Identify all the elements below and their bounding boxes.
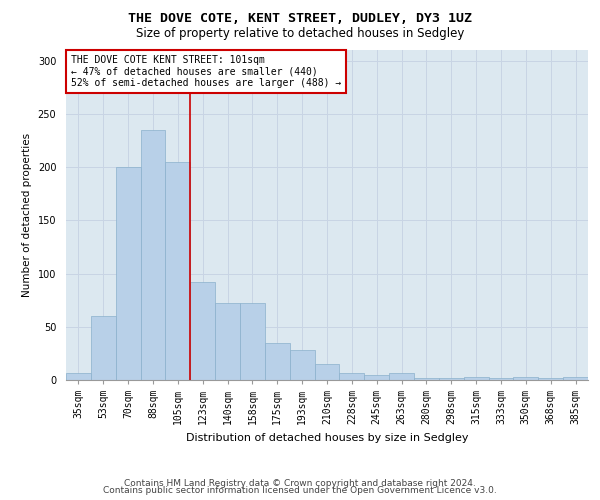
Bar bbox=[514, 377, 538, 380]
Bar bbox=[563, 377, 588, 380]
Bar bbox=[314, 364, 340, 380]
Bar bbox=[190, 282, 215, 380]
Bar bbox=[464, 377, 488, 380]
Text: THE DOVE COTE, KENT STREET, DUDLEY, DY3 1UZ: THE DOVE COTE, KENT STREET, DUDLEY, DY3 … bbox=[128, 12, 472, 26]
Bar bbox=[140, 130, 166, 380]
Bar bbox=[414, 378, 439, 380]
Y-axis label: Number of detached properties: Number of detached properties bbox=[22, 133, 32, 297]
Text: THE DOVE COTE KENT STREET: 101sqm
← 47% of detached houses are smaller (440)
52%: THE DOVE COTE KENT STREET: 101sqm ← 47% … bbox=[71, 55, 341, 88]
Bar bbox=[166, 162, 190, 380]
Bar bbox=[116, 167, 140, 380]
Bar bbox=[538, 378, 563, 380]
Bar bbox=[439, 378, 464, 380]
Bar bbox=[265, 342, 290, 380]
Text: Size of property relative to detached houses in Sedgley: Size of property relative to detached ho… bbox=[136, 28, 464, 40]
Bar bbox=[240, 304, 265, 380]
Text: Contains public sector information licensed under the Open Government Licence v3: Contains public sector information licen… bbox=[103, 486, 497, 495]
Bar bbox=[340, 372, 364, 380]
Text: Contains HM Land Registry data © Crown copyright and database right 2024.: Contains HM Land Registry data © Crown c… bbox=[124, 478, 476, 488]
Bar bbox=[290, 350, 314, 380]
Bar bbox=[66, 372, 91, 380]
Bar bbox=[215, 304, 240, 380]
Bar bbox=[91, 316, 116, 380]
X-axis label: Distribution of detached houses by size in Sedgley: Distribution of detached houses by size … bbox=[186, 432, 468, 442]
Bar bbox=[364, 374, 389, 380]
Bar bbox=[488, 378, 514, 380]
Bar bbox=[389, 372, 414, 380]
